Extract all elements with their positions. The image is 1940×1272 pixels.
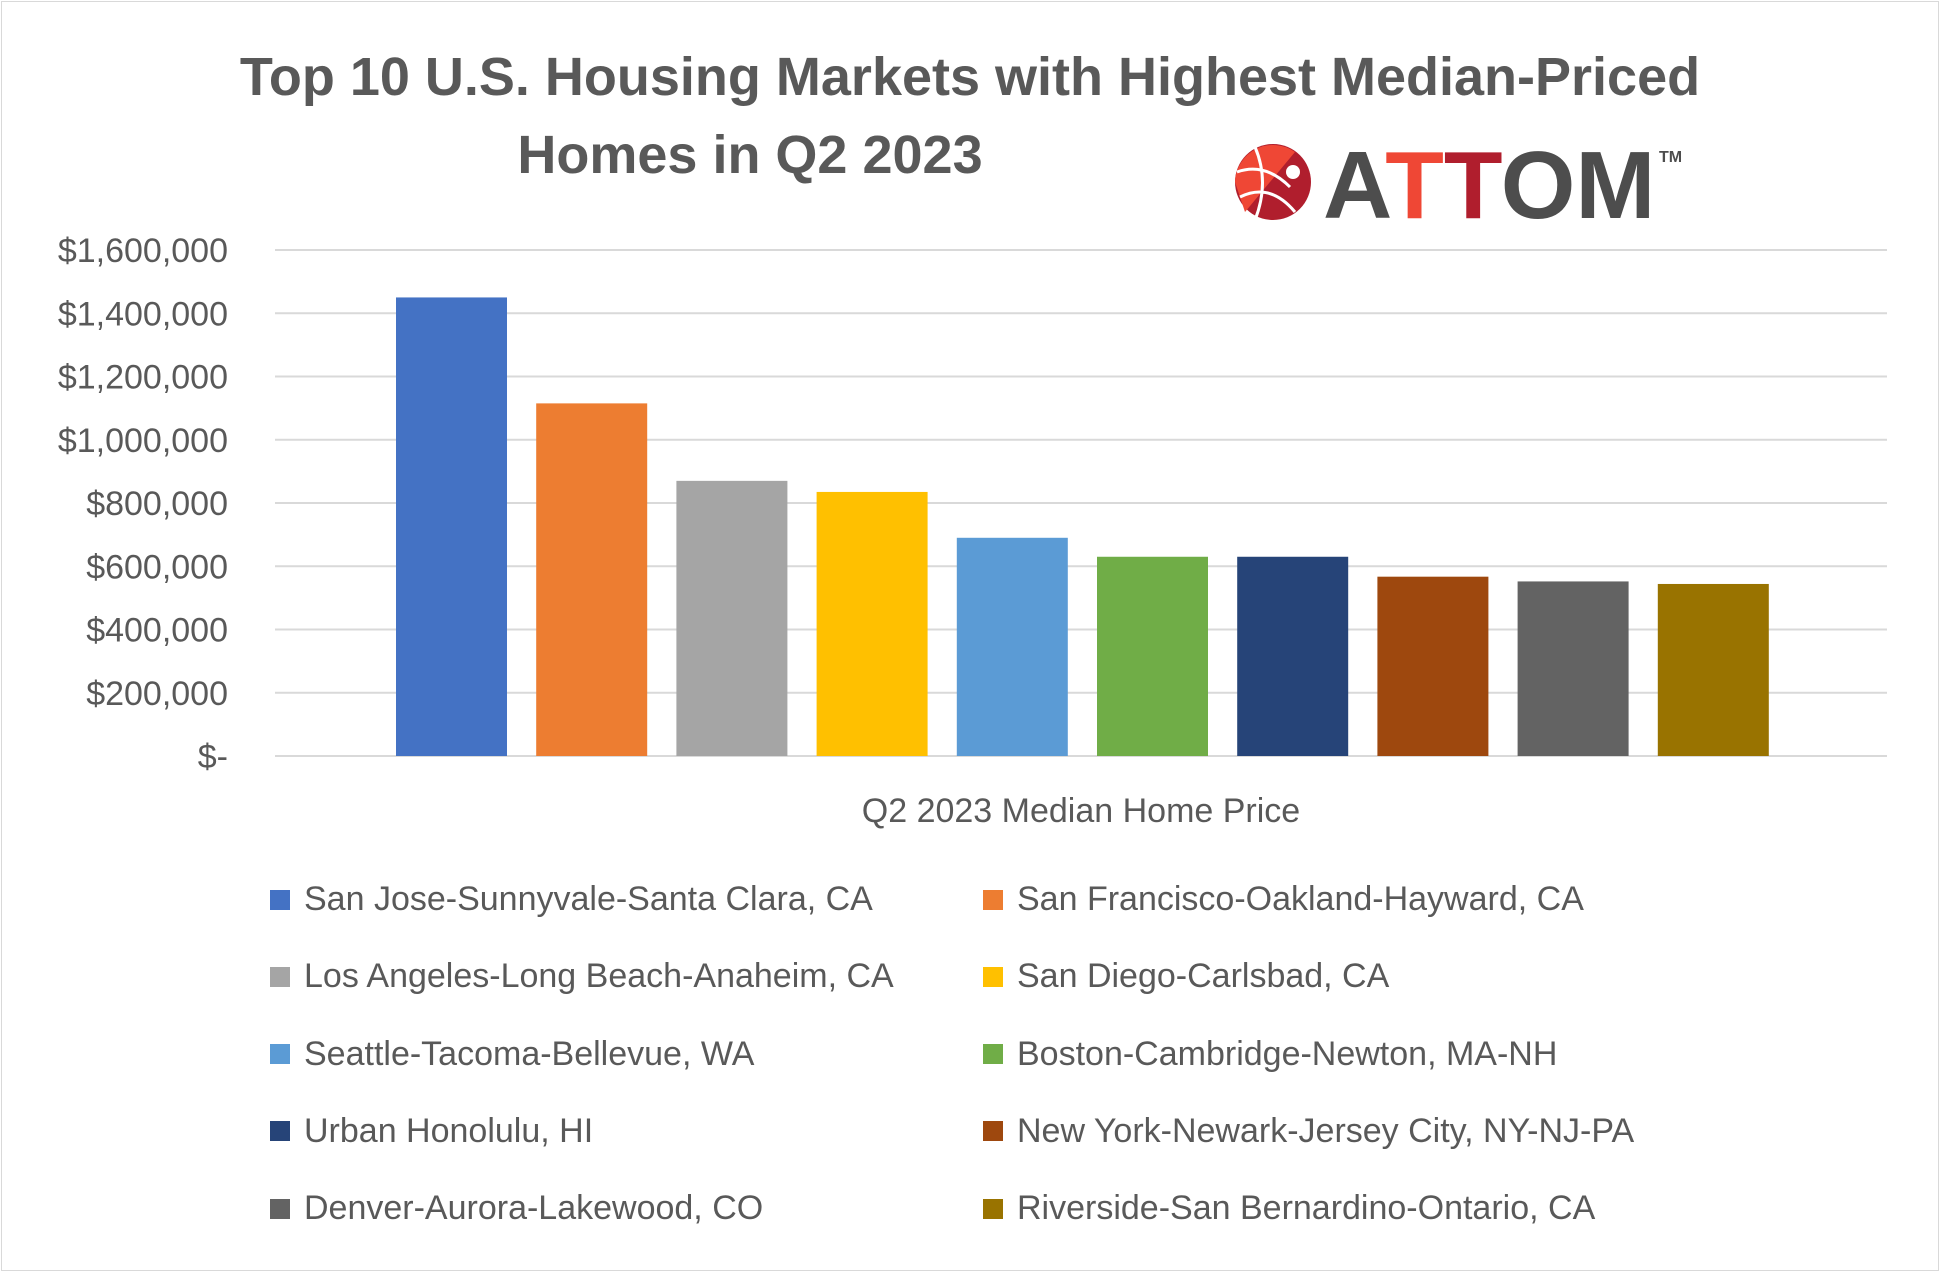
chart-title-line-1: Top 10 U.S. Housing Markets with Highest… [239, 47, 1701, 107]
y-tick-label: $400,000 [86, 612, 228, 650]
legend-item: Denver-Aurora-Lakewood, CO [270, 1189, 763, 1228]
y-tick-label: $- [198, 738, 228, 776]
legend-label: Denver-Aurora-Lakewood, CO [304, 1189, 764, 1228]
legend-label: San Diego-Carlsbad, CA [1017, 957, 1390, 996]
attom-logo: ATTOM TM [1235, 132, 1682, 239]
x-axis-label: Q2 2023 Median Home Price [862, 792, 1300, 830]
y-tick-label: $1,600,000 [58, 232, 228, 270]
legend-label: San Jose-Sunnyvale-Santa Clara, CA [304, 880, 873, 918]
legend-label: New York-Newark-Jersey City, NY-NJ-PA [1017, 1111, 1635, 1150]
legend-swatch [983, 966, 1003, 987]
legend-item: Urban Honolulu, HI [270, 1112, 593, 1151]
legend-item: Boston-Cambridge-Newton, MA-NH [983, 1035, 1557, 1074]
bar [1657, 583, 1769, 756]
legend-item: San Diego-Carlsbad, CA [983, 957, 1389, 996]
legend-item: San Jose-Sunnyvale-Santa Clara, CA [270, 880, 873, 919]
y-tick-label: $1,200,000 [58, 359, 228, 397]
y-tick-label: $200,000 [86, 675, 228, 713]
bar [536, 403, 648, 756]
bar [1097, 556, 1208, 756]
legend-item: San Francisco-Oakland-Hayward, CA [983, 880, 1584, 919]
legend-label: Riverside-San Bernardino-Ontario, CA [1017, 1189, 1596, 1228]
legend-swatch [270, 1121, 290, 1142]
legend-swatch [270, 966, 290, 987]
legend-swatch [270, 1044, 290, 1065]
legend-swatch [983, 889, 1003, 910]
bar [1517, 581, 1629, 756]
y-tick-label: $1,000,000 [58, 422, 228, 460]
bar [816, 491, 928, 756]
legend-label: Urban Honolulu, HI [304, 1111, 594, 1150]
legend-label: San Francisco-Oakland-Hayward, CA [1017, 880, 1584, 918]
legend-item: Riverside-San Bernardino-Ontario, CA [983, 1189, 1595, 1228]
legend-swatch [983, 1044, 1003, 1065]
bar [1377, 576, 1489, 756]
legend-label: Seattle-Tacoma-Bellevue, WA [304, 1034, 755, 1073]
bar [676, 480, 788, 756]
y-tick-label: $600,000 [86, 548, 228, 586]
bar [1237, 556, 1349, 756]
legend-swatch [983, 1121, 1003, 1142]
legend-item: New York-Newark-Jersey City, NY-NJ-PA [983, 1112, 1634, 1151]
legend-swatch [270, 1198, 290, 1219]
legend-item: Seattle-Tacoma-Bellevue, WA [270, 1035, 754, 1074]
bar [396, 297, 507, 756]
y-tick-label: $800,000 [86, 485, 228, 523]
legend-item: Los Angeles-Long Beach-Anaheim, CA [270, 957, 894, 996]
chart-title-line-2: Homes in Q2 2023 [517, 125, 983, 185]
svg-text:TM: TM [1659, 149, 1682, 166]
y-tick-label: $1,400,000 [58, 295, 228, 333]
svg-text:ATTOM: ATTOM [1323, 132, 1655, 239]
bar [956, 537, 1068, 756]
legend-swatch [983, 1198, 1003, 1219]
legend-swatch [270, 889, 290, 910]
legend-label: Los Angeles-Long Beach-Anaheim, CA [304, 957, 894, 996]
legend-label: Boston-Cambridge-Newton, MA-NH [1017, 1034, 1558, 1073]
